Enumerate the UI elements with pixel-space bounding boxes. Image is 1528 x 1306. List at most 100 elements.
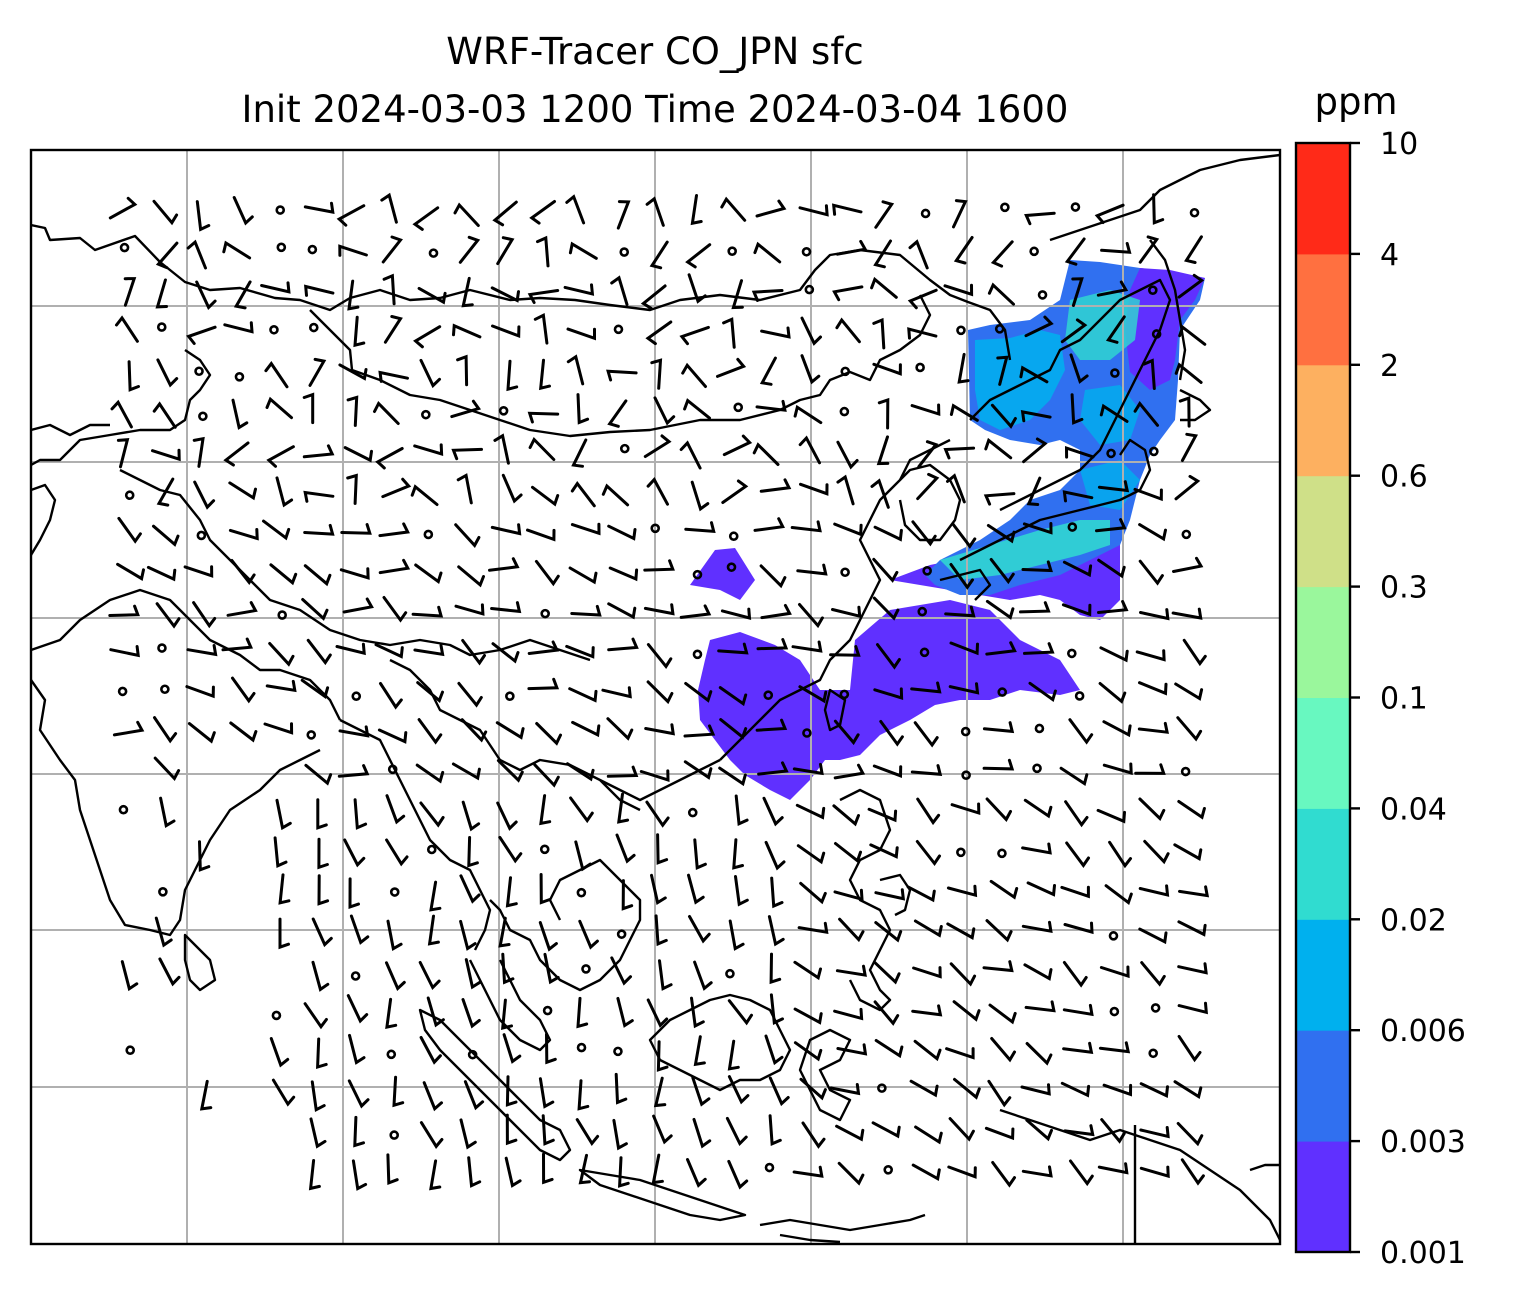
colorbar-segment (1296, 364, 1350, 477)
wind-barb (756, 638, 789, 651)
wind-barb (496, 801, 518, 831)
calm-wind-circle (160, 684, 170, 695)
wind-barb (718, 686, 748, 707)
calm-wind-circle (687, 807, 698, 818)
wind-barb (873, 961, 901, 985)
wind-barb (833, 1007, 864, 1021)
wind-barb (836, 474, 855, 506)
wind-barb (982, 758, 1015, 771)
wind-barb (568, 566, 598, 585)
calm-wind-circle (619, 247, 630, 257)
wind-barb (229, 721, 258, 743)
calm-wind-circle (118, 804, 129, 815)
wind-barb (793, 404, 823, 425)
calm-wind-circle (1106, 448, 1116, 459)
wind-barb (186, 239, 207, 270)
wind-barb (303, 1002, 328, 1030)
wind-barb (233, 280, 252, 310)
wind-barb (152, 524, 180, 547)
wind-barb (339, 567, 370, 580)
wind-barb (275, 476, 294, 508)
wind-barb (989, 879, 1019, 900)
wind-barb (1023, 963, 1053, 981)
wind-barb (155, 602, 181, 629)
wind-barb (193, 480, 216, 510)
wind-barb (467, 1156, 482, 1188)
tracer-plume (690, 260, 1205, 800)
wind-barb (457, 681, 483, 708)
wind-barb (798, 685, 828, 704)
wind-barb (1068, 718, 1094, 745)
wind-barb (872, 764, 903, 778)
wind-barb (231, 398, 249, 430)
colorbar-segment (1296, 1030, 1350, 1142)
calm-wind-circle (423, 529, 434, 540)
wind-barb (872, 596, 900, 621)
wind-barb (762, 796, 784, 827)
wind-barb (1140, 961, 1166, 987)
wind-barb (1096, 280, 1129, 297)
wind-barb (727, 1159, 749, 1190)
wind-barb (718, 766, 747, 787)
wind-barb (311, 960, 330, 992)
wind-barb (1026, 476, 1042, 506)
wind-barb (262, 519, 291, 541)
wind-barb (910, 764, 943, 776)
wind-barb (1024, 315, 1054, 338)
wind-barb (1102, 720, 1132, 738)
wind-barb (531, 485, 560, 507)
wind-barb (541, 1114, 555, 1146)
wind-barb (377, 728, 408, 744)
wind-barb (1178, 324, 1207, 346)
wind-barb (1021, 920, 1053, 934)
wind-barb (301, 598, 329, 621)
wind-barb (112, 720, 145, 737)
calm-wind-circle (350, 971, 361, 981)
wind-barb (722, 317, 736, 349)
wind-barb (795, 803, 826, 820)
calm-wind-circle (728, 531, 739, 542)
wind-barb (982, 721, 1015, 734)
colorbar-segment (1296, 1141, 1350, 1253)
wind-barb (538, 921, 558, 952)
wind-barb (832, 804, 860, 827)
wind-barb (385, 961, 406, 992)
calm-wind-circle (234, 371, 245, 382)
colorbar-segment (1296, 919, 1350, 1031)
plume-core-a (975, 330, 1065, 430)
wind-barb (152, 199, 179, 226)
wind-barb (755, 199, 787, 218)
wind-barb (646, 680, 674, 705)
wind-barb (760, 326, 791, 339)
wind-barb (1021, 842, 1052, 855)
wind-barb (232, 196, 254, 226)
wind-barb (717, 642, 749, 655)
wind-barb (949, 563, 974, 590)
wind-barb (459, 874, 481, 904)
wind-barb (690, 194, 703, 226)
wind-barb (872, 317, 886, 350)
wind-barb (303, 201, 335, 214)
wind-barb (491, 324, 521, 339)
wind-barb (1021, 560, 1053, 573)
wind-barb (792, 762, 824, 776)
colorbar-tick-label: 0.3 (1380, 571, 1428, 606)
wind-barb (545, 1032, 557, 1065)
wind-barb (951, 522, 977, 549)
wind-barb (493, 433, 510, 465)
wind-barb (505, 1113, 518, 1146)
calm-wind-circle (802, 728, 812, 738)
wind-barb (687, 873, 705, 905)
wind-barb (751, 289, 784, 302)
calm-wind-circle (692, 649, 703, 660)
wind-barb (831, 203, 863, 216)
wind-barb (488, 557, 520, 572)
wind-barb (617, 1156, 630, 1188)
wind-barb (836, 440, 859, 470)
wind-barb (378, 522, 410, 538)
wind-barb (183, 565, 214, 578)
wind-barb (832, 285, 864, 302)
wind-barb (155, 278, 168, 309)
wind-barb (1139, 1126, 1170, 1139)
